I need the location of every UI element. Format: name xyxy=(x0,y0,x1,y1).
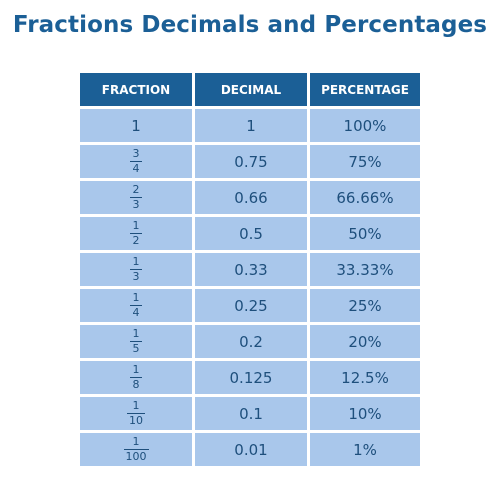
table-row: 1 1 100% xyxy=(80,109,420,142)
denominator: 8 xyxy=(132,378,140,391)
numerator: 1 xyxy=(132,399,140,412)
decimal-cell: 0.33 xyxy=(195,253,307,286)
denominator: 10 xyxy=(129,414,143,427)
fraction-cell: 1 8 xyxy=(80,361,192,394)
fraction-cell: 1 3 xyxy=(80,253,192,286)
decimal-cell: 0.25 xyxy=(195,289,307,322)
table-row: 1 3 0.33 33.33% xyxy=(80,253,420,286)
denominator: 3 xyxy=(132,270,140,283)
numerator: 2 xyxy=(132,183,140,196)
fraction-whole: 1 xyxy=(131,116,141,135)
decimal-cell: 1 xyxy=(195,109,307,142)
fraction: 3 4 xyxy=(130,148,142,175)
denominator: 4 xyxy=(132,162,140,175)
decimal-cell: 0.5 xyxy=(195,217,307,250)
fraction: 1 8 xyxy=(130,364,142,391)
fraction-cell: 1 2 xyxy=(80,217,192,250)
decimal-cell: 0.1 xyxy=(195,397,307,430)
table-row: 2 3 0.66 66.66% xyxy=(80,181,420,214)
fraction: 1 2 xyxy=(130,220,142,247)
percentage-cell: 100% xyxy=(310,109,420,142)
table-row: 1 8 0.125 12.5% xyxy=(80,361,420,394)
fraction-bar xyxy=(127,413,145,414)
percentage-cell: 50% xyxy=(310,217,420,250)
fraction-cell: 3 4 xyxy=(80,145,192,178)
denominator: 2 xyxy=(132,234,140,247)
fraction-cell: 1 xyxy=(80,109,192,142)
decimal-cell: 0.2 xyxy=(195,325,307,358)
table-row: 1 4 0.25 25% xyxy=(80,289,420,322)
fraction: 1 3 xyxy=(130,256,142,283)
decimal-cell: 0.66 xyxy=(195,181,307,214)
percentage-cell: 1% xyxy=(310,433,420,466)
header-percentage: PERCENTAGE xyxy=(310,73,420,106)
fraction-cell: 1 4 xyxy=(80,289,192,322)
denominator: 5 xyxy=(132,342,140,355)
table-row: 1 5 0.2 20% xyxy=(80,325,420,358)
numerator: 1 xyxy=(132,435,140,448)
fraction-cell: 1 100 xyxy=(80,433,192,466)
numerator: 1 xyxy=(132,255,140,268)
conversion-table: FRACTION DECIMAL PERCENTAGE 1 1 100% 3 4… xyxy=(80,73,420,469)
fraction-cell: 1 5 xyxy=(80,325,192,358)
fraction-bar xyxy=(130,161,142,162)
denominator: 100 xyxy=(125,450,147,463)
percentage-cell: 10% xyxy=(310,397,420,430)
table-row: 3 4 0.75 75% xyxy=(80,145,420,178)
percentage-cell: 25% xyxy=(310,289,420,322)
fraction: 2 3 xyxy=(130,184,142,211)
fraction-bar xyxy=(130,341,142,342)
table-row: 1 2 0.5 50% xyxy=(80,217,420,250)
fraction: 1 10 xyxy=(127,400,145,427)
fraction: 1 100 xyxy=(123,435,149,463)
fraction-bar xyxy=(130,269,142,270)
numerator: 3 xyxy=(132,147,140,160)
percentage-cell: 33.33% xyxy=(310,253,420,286)
decimal-cell: 0.75 xyxy=(195,145,307,178)
table-header-row: FRACTION DECIMAL PERCENTAGE xyxy=(80,73,420,106)
header-decimal: DECIMAL xyxy=(195,73,307,106)
decimal-cell: 0.125 xyxy=(195,361,307,394)
header-fraction: FRACTION xyxy=(80,73,192,106)
fraction-cell: 2 3 xyxy=(80,181,192,214)
decimal-cell: 0.01 xyxy=(195,433,307,466)
fraction: 1 5 xyxy=(130,328,142,355)
percentage-cell: 75% xyxy=(310,145,420,178)
fraction: 1 4 xyxy=(130,292,142,319)
numerator: 1 xyxy=(132,219,140,232)
percentage-cell: 66.66% xyxy=(310,181,420,214)
denominator: 4 xyxy=(132,306,140,319)
numerator: 1 xyxy=(132,363,140,376)
fraction-bar xyxy=(130,305,142,306)
table-row: 1 100 0.01 1% xyxy=(80,433,420,466)
numerator: 1 xyxy=(132,291,140,304)
denominator: 3 xyxy=(132,198,140,211)
fraction-bar xyxy=(130,377,142,378)
fraction-bar xyxy=(130,233,142,234)
fraction-cell: 1 10 xyxy=(80,397,192,430)
numerator: 1 xyxy=(132,327,140,340)
percentage-cell: 12.5% xyxy=(310,361,420,394)
table-row: 1 10 0.1 10% xyxy=(80,397,420,430)
fraction-bar xyxy=(130,197,142,198)
percentage-cell: 20% xyxy=(310,325,420,358)
fraction-bar xyxy=(123,449,149,450)
page-title: Fractions Decimals and Percentages xyxy=(12,12,488,38)
